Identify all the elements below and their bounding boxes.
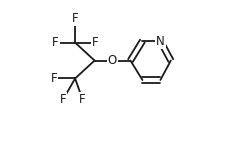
Text: F: F — [72, 12, 78, 25]
Text: F: F — [92, 36, 98, 49]
Text: F: F — [51, 72, 57, 85]
Text: O: O — [108, 54, 117, 67]
Text: F: F — [79, 93, 86, 106]
Text: F: F — [60, 93, 66, 106]
Text: F: F — [52, 36, 59, 49]
Text: N: N — [156, 35, 165, 48]
